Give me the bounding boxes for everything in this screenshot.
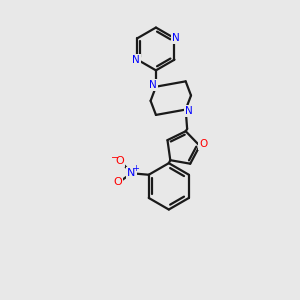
Text: N: N [185,106,193,116]
Text: N: N [172,33,180,43]
Text: N: N [127,168,136,178]
Text: O: O [116,156,124,166]
Text: N: N [132,55,140,64]
Text: O: O [114,177,122,187]
Text: +: + [132,164,139,173]
Text: N: N [149,80,157,90]
Text: O: O [199,139,208,149]
Text: −: − [111,153,119,164]
